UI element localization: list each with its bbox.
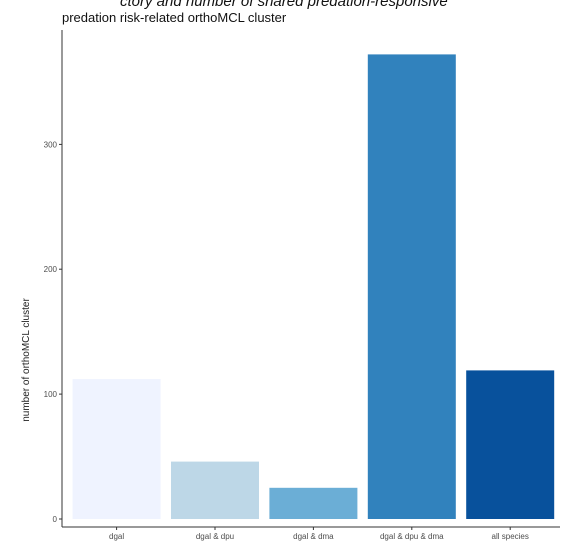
y-ticks-group: 0 100 200 300: [44, 140, 62, 524]
x-tick-label: dgal & dpu: [196, 532, 234, 541]
x-tick-label: dgal: [109, 532, 124, 541]
y-tick-label: 300: [44, 140, 58, 149]
bar-dgal-dma: [269, 487, 358, 519]
x-tick-label: dgal & dpu & dma: [380, 532, 444, 541]
chart-title: predation risk-related orthoMCL cluster: [62, 10, 287, 25]
bar-dgal-dpu-dma: [367, 54, 456, 520]
x-tick-label: dgal & dma: [293, 532, 334, 541]
y-tick-label: 200: [44, 265, 58, 274]
clipped-heading: ctory and number of shared predation-res…: [120, 0, 448, 10]
x-ticks-group: dgal dgal & dpu dgal & dma dgal & dpu & dma…: [109, 527, 529, 541]
y-tick-label: 0: [53, 515, 58, 524]
bar-all-species: [466, 370, 555, 519]
bars-group: [72, 54, 555, 520]
y-tick-label: 100: [44, 390, 58, 399]
x-tick-label: all species: [492, 532, 529, 541]
bar-dgal-dpu: [171, 461, 259, 519]
y-axis-label: number of orthoMCL cluster: [21, 298, 32, 422]
bar-dgal: [72, 379, 161, 519]
